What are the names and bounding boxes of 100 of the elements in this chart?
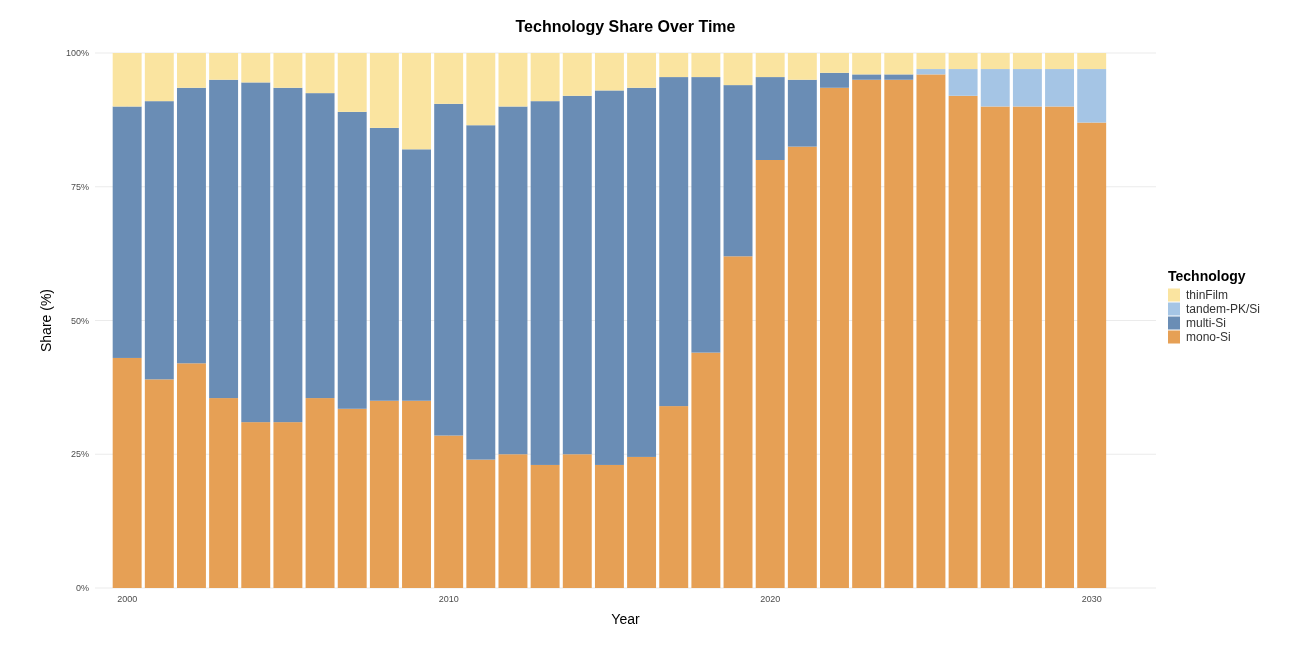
legend-title: Technology [1168,267,1246,284]
x-axis-title: Year [611,611,640,627]
bar [627,87,657,457]
bar [852,74,882,80]
bar [787,146,817,588]
bar [176,363,206,588]
bar [112,357,142,588]
y-axis-title: Share (%) [38,288,54,353]
bar [755,160,785,588]
bar [530,464,560,588]
bar [402,149,431,401]
bar [305,398,335,588]
bar [434,435,464,588]
bar [434,53,464,104]
bar [466,125,496,460]
bar [948,53,978,70]
bar [1012,53,1042,70]
bar [916,69,946,75]
bar [1077,69,1107,123]
bar [948,69,978,96]
bar [980,69,1010,107]
bar [884,74,914,80]
bar [594,464,624,588]
bar [980,53,1010,70]
bar [337,408,367,588]
bar [1045,106,1075,588]
bar [1045,53,1075,70]
bar [627,456,657,588]
bar [1077,122,1107,588]
bar [820,72,849,88]
bar [980,106,1010,588]
bar [562,53,592,96]
bar [594,90,624,465]
bar [112,106,142,358]
legend-label: mono-Si [1186,329,1231,344]
legend-label: thinFilm [1186,287,1229,302]
bar [884,79,914,588]
bar [787,79,817,147]
bar [723,85,753,257]
bar [241,82,271,423]
bar [916,74,946,588]
bar [562,95,592,455]
bar [466,53,496,126]
bar [884,53,914,75]
bar [176,87,206,364]
bar [916,53,946,70]
bar [755,77,785,160]
x-tick-label: 2030 [1081,594,1102,604]
bar [466,459,496,588]
y-tick-label: 25% [70,449,89,460]
bar [852,53,882,75]
bar [369,400,399,588]
bar [369,127,399,401]
x-tick-label: 2020 [760,594,781,604]
y-tick-label: 100% [65,48,89,59]
bar [787,53,817,80]
bar [691,77,721,353]
bar [627,53,657,88]
legend-label: tandem-PK/Si [1186,301,1261,316]
bar [659,53,689,78]
bar [273,422,303,588]
bar [498,53,528,107]
bar [1012,69,1042,107]
bar [209,53,239,80]
bar [305,53,335,94]
legend-label: multi-Si [1186,315,1227,330]
bar [144,53,174,102]
bar [337,53,367,112]
bar [820,87,849,588]
bar [369,53,399,128]
bar [723,53,753,86]
bar [530,53,560,102]
bar [659,77,689,407]
bar [498,454,528,588]
bar [820,53,849,73]
bar [1045,69,1075,107]
bar [209,398,239,588]
bar [273,53,303,88]
bar [691,53,721,78]
bar [144,379,174,588]
bar [402,400,431,588]
bar [1012,106,1042,588]
bar [144,101,174,380]
bar [852,79,882,588]
bar [209,79,239,399]
bar [691,352,721,588]
bar [241,422,271,588]
bar [402,53,431,150]
bar [594,53,624,91]
bar [562,454,592,588]
chart-title: Technology Share Over Time [515,18,736,35]
bar [305,93,335,399]
bar [948,95,978,588]
bar [241,53,271,83]
x-tick-label: 2000 [117,594,138,604]
bar [337,111,367,409]
y-tick-label: 50% [70,315,89,326]
bar [434,103,464,436]
bar [112,53,142,107]
bar [498,106,528,455]
